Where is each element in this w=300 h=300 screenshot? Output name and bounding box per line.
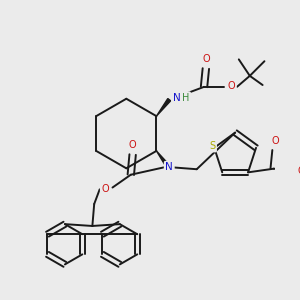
Text: O: O (202, 54, 210, 64)
Text: O: O (272, 136, 279, 146)
Text: S: S (209, 141, 215, 151)
Polygon shape (156, 98, 171, 116)
Text: N: N (173, 93, 180, 103)
Text: H: H (182, 93, 189, 103)
Text: O: O (297, 166, 300, 176)
Text: O: O (228, 81, 235, 91)
Text: O: O (129, 140, 136, 150)
Text: N: N (165, 162, 173, 172)
Polygon shape (156, 151, 169, 167)
Text: O: O (101, 184, 109, 194)
